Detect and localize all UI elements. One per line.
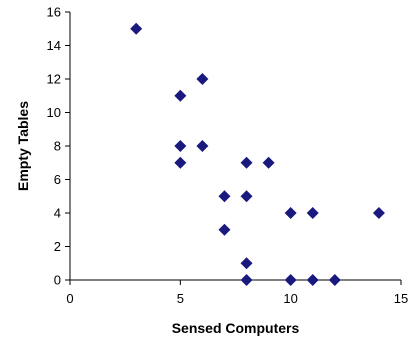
- data-point-diamond: [240, 257, 253, 270]
- data-point-diamond: [240, 274, 253, 286]
- y-ticks: 0 2 4 6 8 10 12 14 16: [47, 5, 70, 288]
- x-tick-label: 0: [66, 291, 73, 306]
- x-axis-title: Sensed Computers: [172, 320, 300, 336]
- data-point-diamond: [240, 190, 253, 203]
- data-point-diamond: [328, 274, 341, 286]
- data-point-diamond: [372, 207, 385, 219]
- data-point-diamond: [306, 207, 319, 219]
- y-tick-label: 16: [47, 5, 61, 20]
- data-point-diamond: [284, 207, 297, 219]
- y-tick-label: 10: [47, 105, 61, 120]
- data-points: [130, 22, 385, 286]
- data-point-diamond: [262, 156, 275, 169]
- data-point-diamond: [284, 274, 297, 286]
- data-point-diamond: [218, 223, 231, 236]
- y-tick-label: 4: [54, 206, 61, 221]
- y-tick-label: 6: [54, 172, 61, 187]
- y-tick-label: 12: [47, 72, 61, 87]
- y-axis-title: Empty Tables: [15, 101, 31, 191]
- data-point-diamond: [218, 190, 231, 203]
- y-tick-label: 0: [54, 273, 61, 288]
- plot-area: [69, 12, 401, 281]
- y-tick-label: 8: [54, 139, 61, 154]
- data-point-diamond: [174, 140, 187, 152]
- x-ticks: 0 5 10 15: [66, 280, 408, 306]
- data-point-diamond: [174, 89, 187, 102]
- data-point-diamond: [174, 156, 187, 169]
- data-point-diamond: [196, 73, 209, 85]
- y-tick-label: 14: [47, 38, 61, 53]
- x-tick-label: 5: [177, 291, 184, 306]
- x-tick-label: 10: [283, 291, 297, 306]
- data-point-diamond: [240, 156, 253, 169]
- y-tick-label: 2: [54, 239, 61, 254]
- data-point-diamond: [306, 274, 319, 286]
- data-point-diamond: [130, 22, 143, 35]
- data-point-diamond: [196, 140, 209, 152]
- x-tick-label: 15: [394, 291, 408, 306]
